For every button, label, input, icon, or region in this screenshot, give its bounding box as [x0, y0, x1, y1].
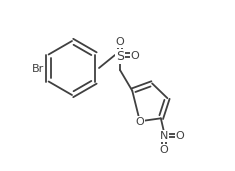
Text: O: O — [136, 117, 144, 127]
Text: O: O — [176, 131, 184, 141]
Text: S: S — [116, 50, 124, 63]
Text: Br: Br — [32, 64, 44, 74]
Text: N: N — [160, 131, 168, 141]
Text: O: O — [116, 37, 124, 47]
Text: O: O — [131, 51, 139, 61]
Text: O: O — [160, 145, 168, 155]
